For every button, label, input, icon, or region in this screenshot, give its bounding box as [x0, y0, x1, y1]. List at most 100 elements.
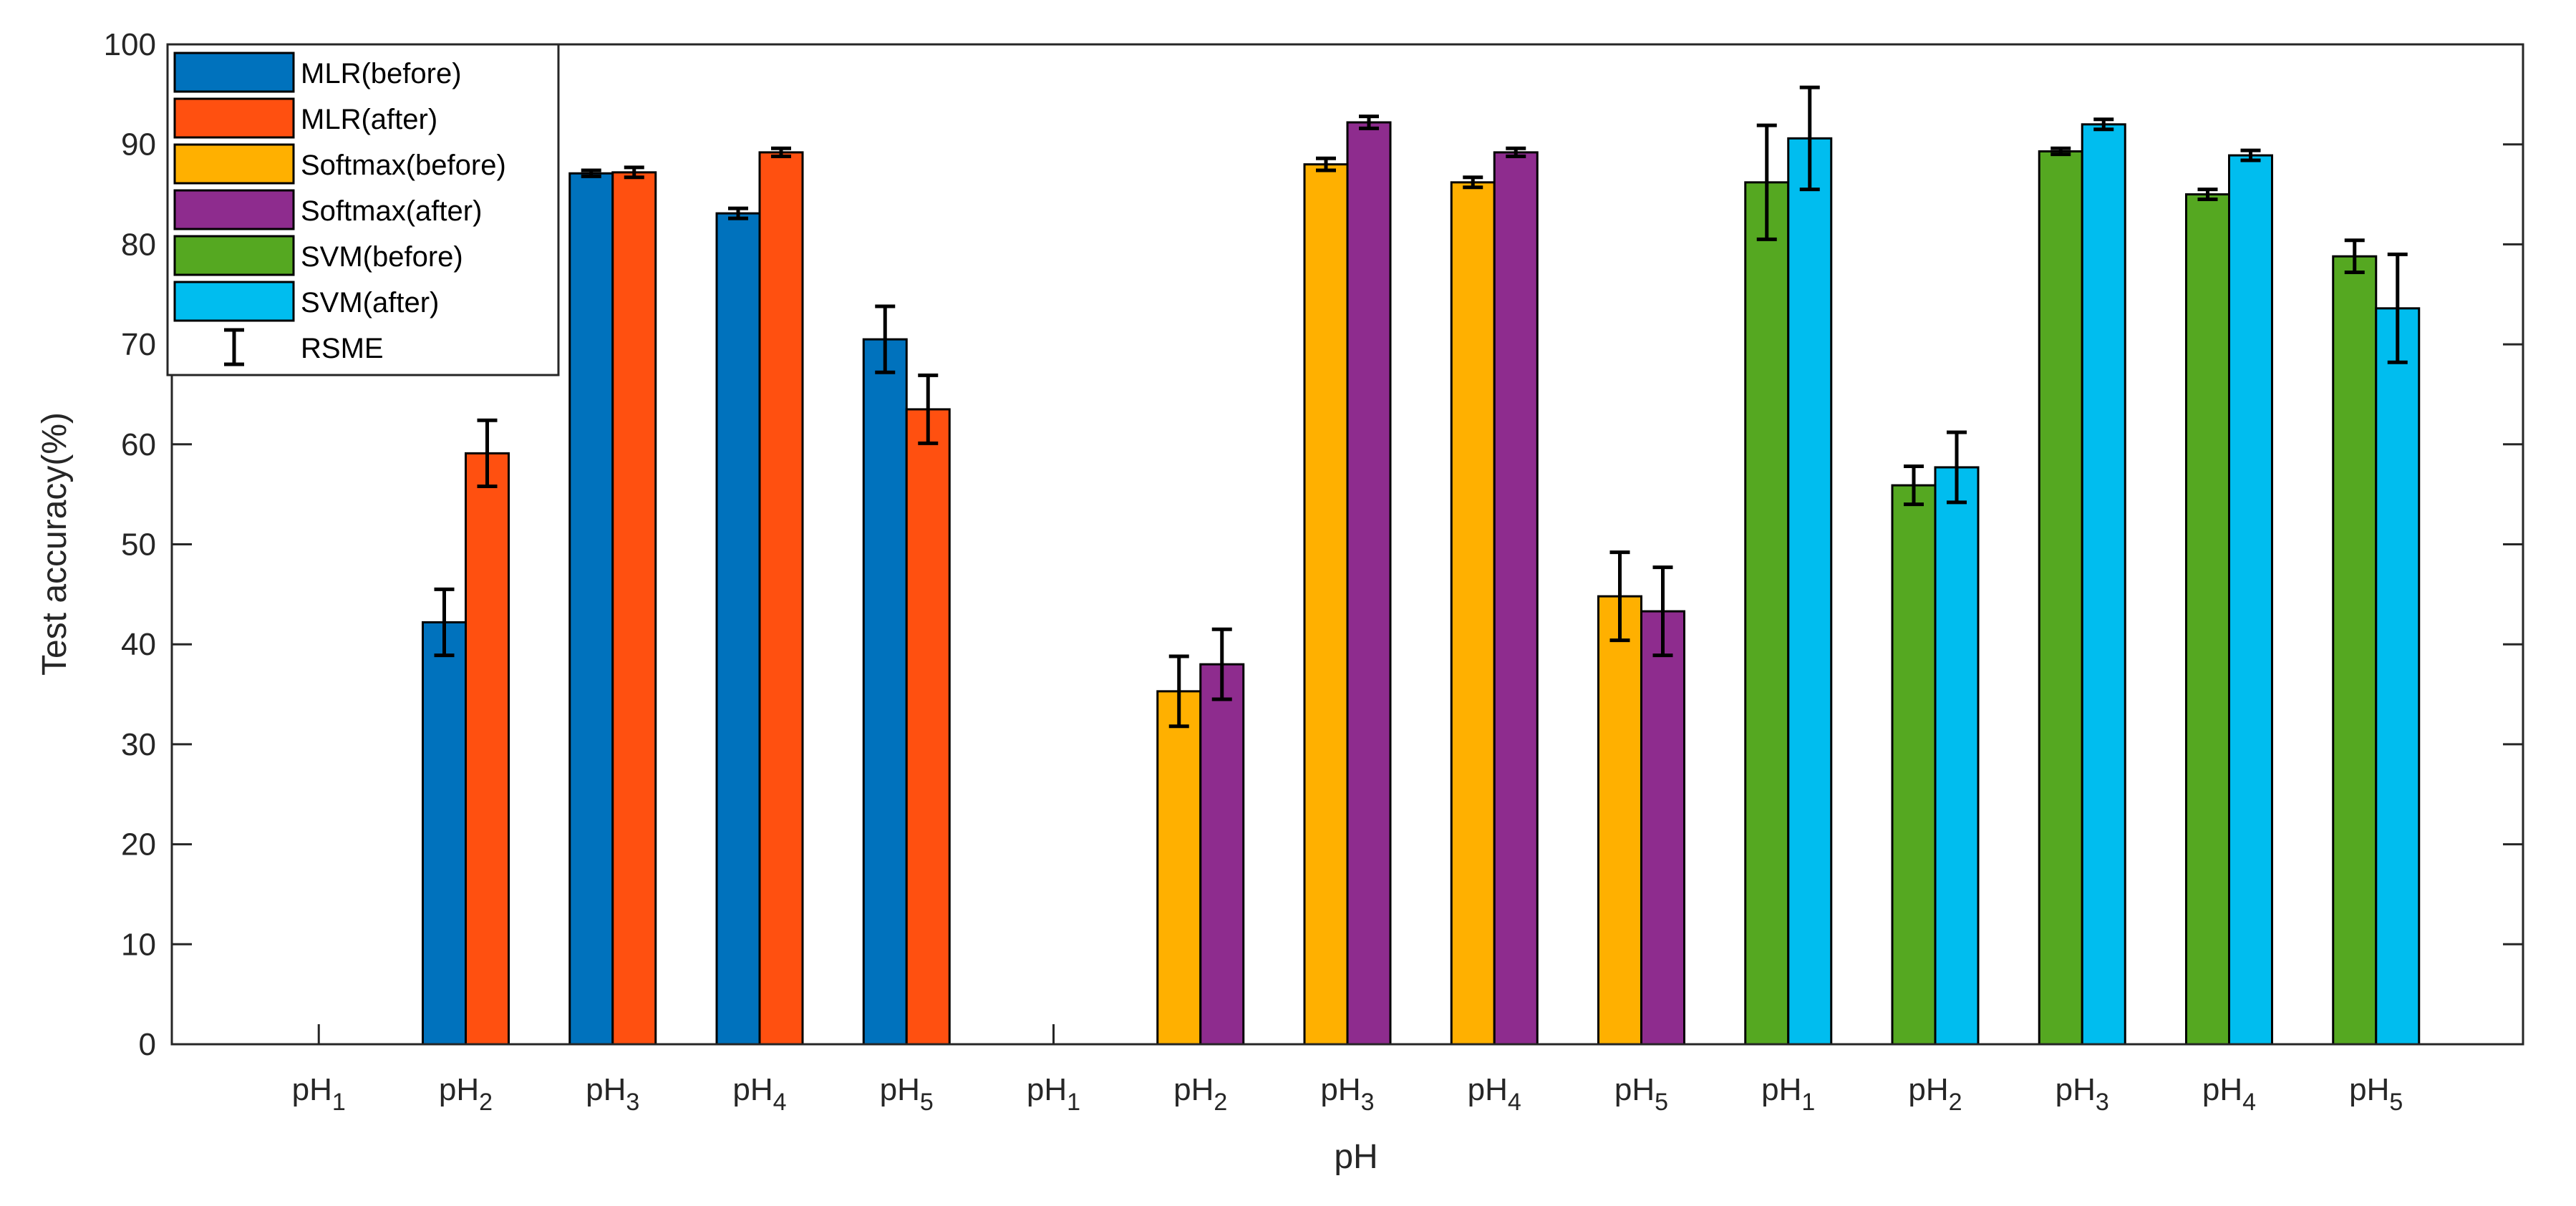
x-tick-label: pH2: [1173, 1072, 1227, 1116]
plot-area-frame: [170, 43, 2524, 1046]
bar: [1346, 121, 1392, 1046]
error-bar: [1947, 430, 1967, 505]
y-tick-label: 10: [121, 927, 156, 962]
bar: [905, 408, 951, 1046]
error-bar: [1904, 465, 1924, 507]
legend-swatch: [173, 281, 295, 322]
error-bar: [1756, 123, 1777, 241]
bar: [1934, 466, 1980, 1046]
legend-error-symbol: [224, 328, 244, 366]
legend-swatch: [173, 52, 295, 93]
x-tick-label: pH1: [1761, 1072, 1815, 1116]
bar: [568, 172, 614, 1046]
x-tick-label: pH5: [1614, 1072, 1668, 1116]
error-bar: [434, 587, 455, 658]
bar: [1640, 610, 1685, 1046]
y-tick-label: 50: [121, 527, 156, 563]
bar: [1450, 181, 1496, 1046]
x-tick-label: pH3: [586, 1072, 639, 1116]
legend-label: MLR(after): [301, 104, 437, 135]
error-bar: [1359, 115, 1379, 130]
error-bar: [2344, 238, 2365, 275]
legend-label-rsme: RSME: [301, 333, 384, 364]
y-tick-label: 70: [121, 327, 156, 362]
y-tick-label: 30: [121, 727, 156, 762]
error-bar: [1168, 654, 1189, 729]
x-tick-label: pH2: [439, 1072, 493, 1116]
bar: [2038, 150, 2083, 1046]
legend-label: SVM(after): [301, 287, 439, 318]
bar: [2185, 193, 2230, 1046]
x-tick-label: pH2: [1908, 1072, 1962, 1116]
bar: [1744, 181, 1790, 1046]
error-bar: [1506, 146, 1526, 158]
legend: MLR(before) MLR(after) Softmax(before) Soft…: [166, 43, 560, 376]
legend-label: Softmax(before): [301, 150, 506, 181]
bar: [2081, 123, 2126, 1046]
y-axis-title: Test accuracy(%): [36, 412, 74, 676]
error-bar: [1799, 85, 1820, 192]
bar: [2375, 307, 2421, 1046]
x-tick-label: pH4: [2202, 1072, 2256, 1116]
legend-swatch: [173, 143, 295, 185]
legend-label: SVM(before): [301, 241, 463, 273]
error-bar: [2050, 146, 2071, 157]
x-tick-label: pH1: [292, 1072, 346, 1116]
x-tick-label: pH4: [732, 1072, 786, 1116]
legend-swatch: [173, 97, 295, 139]
y-tick-label: 90: [121, 127, 156, 162]
error-bar: [581, 168, 601, 178]
y-tick-label: 60: [121, 427, 156, 462]
x-axis-tick-labels: pH1 pH2 pH3 pH4 pH5 pH1 pH2 pH3 pH4 pH5 pH1 pH2 pH3 p…: [292, 1072, 2403, 1116]
bar: [1891, 484, 1937, 1046]
error-bar: [771, 146, 791, 158]
error-bar: [918, 373, 939, 445]
error-bars-group: [434, 85, 2408, 729]
bar: [1493, 151, 1539, 1046]
error-bar: [1211, 627, 1232, 701]
y-tick-label: 100: [104, 27, 156, 62]
bar: [1156, 690, 1202, 1046]
y-tick-label: 20: [121, 827, 156, 862]
bar: [2228, 154, 2273, 1046]
error-bar: [1609, 550, 1630, 643]
bar: [1303, 163, 1349, 1046]
error-bar: [1652, 565, 1673, 658]
error-bar: [875, 304, 896, 374]
bar: [422, 621, 467, 1046]
bars-group: [422, 121, 2421, 1046]
legend-swatch: [173, 235, 295, 276]
legend-swatch: [173, 189, 295, 230]
bar: [465, 452, 510, 1046]
error-bar: [2197, 188, 2218, 202]
x-tick-label: pH5: [880, 1072, 934, 1116]
x-axis-title: pH: [1334, 1138, 1377, 1176]
x-tick-label: pH1: [1027, 1072, 1080, 1116]
legend-label: MLR(before): [301, 58, 462, 89]
bar: [715, 212, 761, 1046]
bar: [611, 171, 657, 1046]
x-tick-label: pH3: [2056, 1072, 2109, 1116]
y-tick-label: 0: [139, 1027, 156, 1062]
error-bar: [2387, 252, 2408, 364]
x-tick-label: pH4: [1468, 1072, 1521, 1116]
error-bar: [1463, 175, 1483, 190]
error-bar: [728, 206, 748, 220]
y-tick-label: 80: [121, 227, 156, 262]
y-tick-label: 40: [121, 627, 156, 662]
bar: [2332, 255, 2378, 1046]
legend-label: Softmax(after): [301, 195, 482, 227]
y-axis-tick-labels: 0 10 20 30 40 50 60 70 80 90 100: [104, 27, 156, 1062]
error-bar: [1316, 156, 1336, 172]
error-bar: [2240, 148, 2261, 162]
x-tick-label: pH3: [1320, 1072, 1374, 1116]
error-bar: [624, 165, 644, 180]
bar: [1597, 595, 1642, 1046]
error-bar: [477, 418, 498, 488]
bar: [1787, 137, 1833, 1046]
bar: [758, 151, 804, 1046]
bar: [862, 338, 908, 1046]
bar: [1199, 663, 1245, 1046]
x-tick-label: pH5: [2349, 1072, 2403, 1116]
